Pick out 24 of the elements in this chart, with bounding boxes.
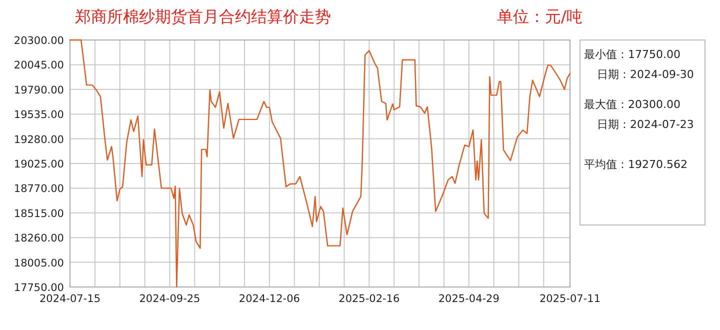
x-tick-label: 2025-02-16	[338, 293, 400, 305]
x-tick-label: 2024-12-06	[238, 293, 300, 305]
y-tick-label: 20300.00	[14, 35, 64, 47]
y-tick-label: 18260.00	[14, 232, 64, 245]
y-tick-label: 19535.00	[14, 109, 64, 122]
y-tick-label: 18770.00	[14, 183, 64, 196]
y-tick-label: 17750.00	[14, 282, 64, 294]
x-tick-label: 2025-04-29	[438, 293, 500, 305]
text: 最大值：20300.00	[584, 98, 680, 111]
text: 日期：2024-07-23	[597, 118, 694, 131]
x-tick-label: 2024-07-15	[39, 293, 101, 305]
y-tick-label: 19025.00	[14, 158, 64, 170]
text: 最小值：17750.00	[584, 48, 680, 61]
x-tick-label: 2025-07-11	[539, 293, 601, 305]
x-tick-label: 2024-09-25	[139, 293, 200, 305]
text: 平均值：19270.562	[584, 158, 688, 171]
y-tick-label: 19790.00	[14, 84, 64, 96]
y-tick-label: 20045.00	[14, 60, 64, 72]
y-tick-label: 18515.00	[14, 208, 64, 220]
text: 日期：2024-09-30	[597, 68, 694, 81]
chart-title: 郑商所棉纱期货首月合约结算价走势	[75, 7, 331, 26]
y-tick-label: 19280.00	[14, 134, 64, 146]
chart-subtitle: 单位：元/吨	[497, 7, 582, 26]
y-tick-label: 18005.00	[14, 257, 64, 270]
